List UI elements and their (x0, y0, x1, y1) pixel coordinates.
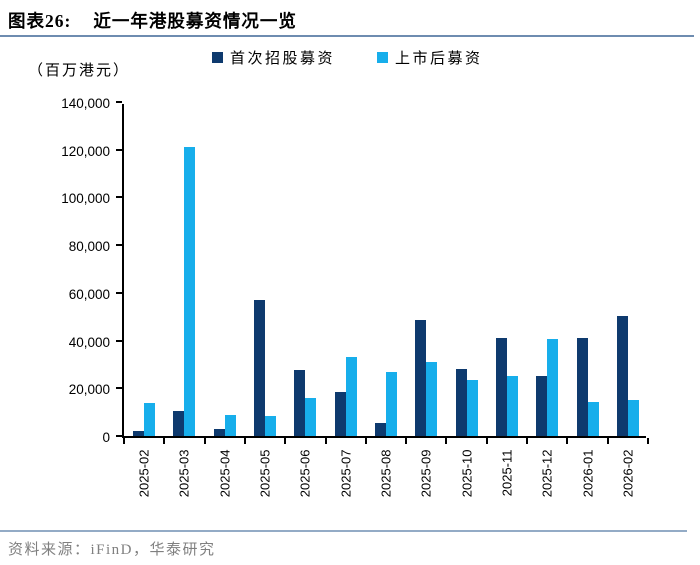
x-axis-label-2025-07: 2025-07 (338, 449, 354, 498)
bar-ipo-2025-05 (254, 300, 266, 436)
bar-post-listing-2025-08 (386, 372, 397, 436)
bar-ipo-2025-09 (415, 319, 427, 436)
bar-post-listing-2025-03 (184, 147, 196, 436)
x-axis-tick (485, 438, 488, 444)
x-axis-label-2025-12: 2025-12 (539, 449, 555, 498)
bar-ipo-2025-06 (294, 370, 306, 436)
bar-ipo-2025-11 (495, 337, 507, 436)
x-axis-label-2026-01: 2026-01 (580, 449, 596, 498)
chart-legend: 首次招股募资 上市后募资 (212, 47, 483, 68)
bar-ipo-2025-08 (375, 422, 386, 436)
x-axis-tick (526, 438, 529, 444)
x-axis-tick (163, 438, 166, 444)
bar-post-listing-2025-09 (426, 362, 438, 436)
bar-post-listing-2025-05 (265, 415, 277, 436)
y-axis-tick-label: 40,000 (68, 334, 110, 350)
figure-title: 图表26: 近一年港股募资情况一览 (8, 8, 297, 33)
bar-ipo-2025-12 (536, 375, 548, 436)
bar-post-listing-2025-10 (466, 379, 478, 436)
bar-ipo-2025-04 (213, 428, 225, 436)
bar-post-listing-2025-04 (224, 415, 236, 436)
x-axis-label-2025-10: 2025-10 (459, 449, 475, 498)
footer-divider (0, 530, 687, 532)
x-axis-label-2025-06: 2025-06 (297, 449, 313, 498)
y-axis-tick-label: 80,000 (68, 239, 110, 255)
bar-post-listing-2025-11 (506, 376, 518, 436)
x-axis-tick (324, 438, 327, 444)
figure-title-text: 近一年港股募资情况一览 (93, 11, 297, 31)
bar-ipo-2025-07 (334, 391, 346, 436)
x-axis-tick (405, 438, 408, 444)
x-axis-tick (606, 438, 609, 444)
bar-ipo-2026-01 (576, 337, 588, 436)
x-axis-label-2025-03: 2025-03 (176, 449, 192, 498)
figure-number-label: 图表26: (8, 11, 72, 31)
x-axis-label-2025-02: 2025-02 (136, 449, 152, 498)
y-axis-tick (116, 148, 122, 151)
y-axis-tick (116, 196, 122, 199)
bar-post-listing-2026-01 (587, 401, 599, 436)
legend-swatch-icon (377, 52, 389, 63)
bar-post-listing-2025-02 (144, 403, 156, 436)
x-axis-tick (203, 438, 206, 444)
y-axis-tick (116, 244, 122, 247)
bar-ipo-2025-10 (455, 369, 467, 436)
bar-ipo-2026-02 (616, 315, 628, 436)
bar-chart-plot-area: 0 20,000 40,000 60,000 80,000 100,000 120,000 1… (61, 96, 649, 497)
legend-swatch-icon (212, 52, 223, 63)
legend-item-post-listing: 上市后募资 (377, 47, 483, 68)
y-axis-tick-label: 60,000 (68, 286, 110, 302)
legend-item-ipo: 首次招股募资 (212, 47, 335, 68)
legend-label: 上市后募资 (395, 51, 483, 67)
x-axis-label-2025-11: 2025-11 (499, 449, 515, 497)
y-axis-tick-label: 100,000 (61, 191, 110, 207)
x-axis-label-2025-05: 2025-05 (257, 449, 273, 498)
y-axis-tick-label: 140,000 (61, 96, 110, 111)
x-axis-tick (284, 438, 287, 444)
x-axis-label-2025-09: 2025-09 (418, 449, 434, 498)
y-axis-unit-label: （百万港元） (28, 63, 131, 79)
x-axis-tick (123, 438, 125, 444)
x-axis-tick (647, 438, 649, 444)
x-axis-label-2025-04: 2025-04 (217, 449, 233, 498)
x-axis-tick (364, 438, 367, 444)
legend-label: 首次招股募资 (230, 51, 336, 67)
x-axis-tick (566, 438, 569, 444)
y-axis-tick (116, 339, 122, 342)
bar-ipo-2025-03 (173, 410, 185, 436)
title-divider (0, 35, 694, 37)
y-axis-tick-label: 0 (102, 430, 110, 445)
y-axis-tick-label: 20,000 (68, 382, 110, 398)
x-axis-label-2026-02: 2026-02 (620, 449, 636, 498)
y-axis-tick (116, 435, 122, 437)
y-axis-tick (116, 387, 122, 390)
x-axis-tick (243, 438, 246, 444)
x-axis-label-2025-08: 2025-08 (378, 449, 394, 498)
y-axis-tick-label: 120,000 (61, 143, 110, 159)
source-note: 资料来源：iFinD，华泰研究 (8, 542, 216, 558)
x-axis-tick (445, 438, 448, 444)
y-axis-tick (116, 291, 122, 294)
bar-post-listing-2025-06 (305, 398, 317, 436)
bar-post-listing-2025-12 (547, 339, 559, 436)
y-axis-tick (116, 101, 122, 103)
bar-ipo-2025-02 (133, 431, 145, 436)
bar-post-listing-2025-07 (345, 357, 357, 436)
bar-post-listing-2026-02 (627, 399, 639, 436)
